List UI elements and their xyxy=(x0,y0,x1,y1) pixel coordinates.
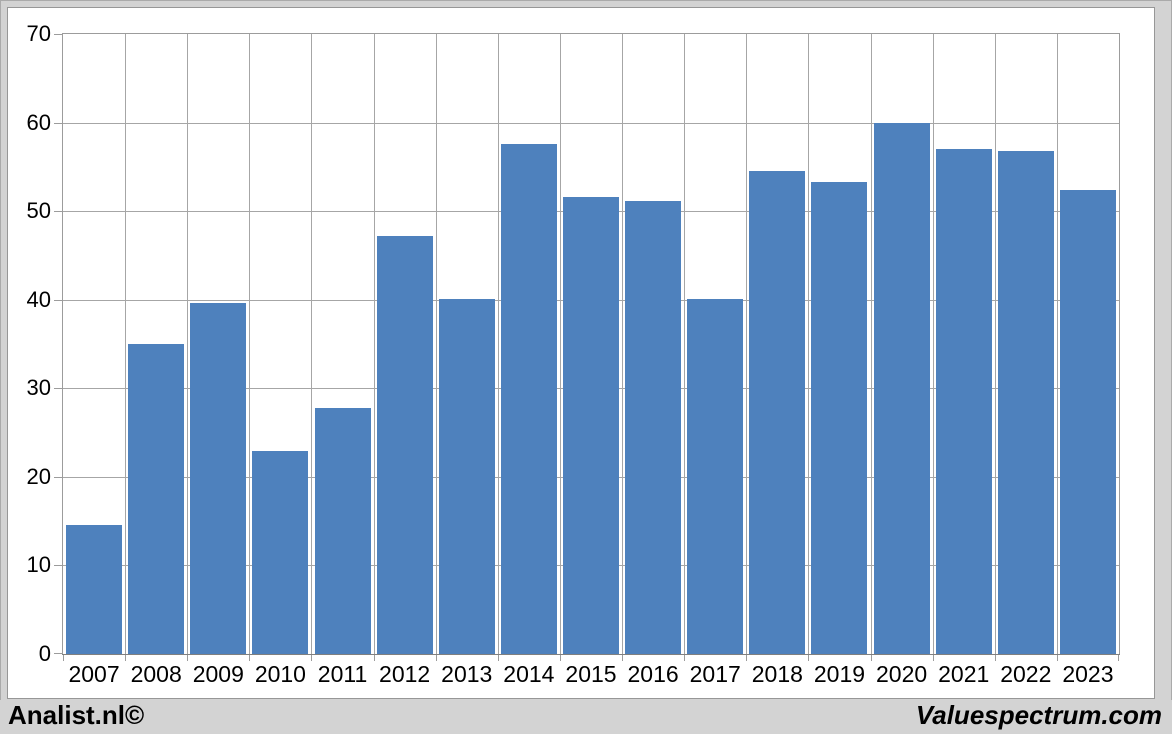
chart-panel: 0 10 20 30 40 50 60 70 2007 2008 2009 2010 2011 2012 2… xyxy=(7,7,1155,699)
y-tick-mark xyxy=(54,211,63,213)
y-axis-tick-label: 70 xyxy=(26,21,51,46)
x-gridline xyxy=(249,34,250,654)
x-axis-tick-label: 2017 xyxy=(689,661,741,687)
footer-band: Analist.nl© Valuespectrum.com xyxy=(0,700,1172,734)
bar-2007 xyxy=(66,524,123,654)
bar-2016 xyxy=(625,200,682,654)
bar-2009 xyxy=(190,303,247,654)
analist-credit: Analist.nl© xyxy=(8,699,145,730)
x-tick-mark xyxy=(498,654,499,661)
x-axis-tick-label: 2015 xyxy=(565,661,617,687)
plot-area: 0 10 20 30 40 50 60 70 2007 2008 2009 2010 2011 2012 2… xyxy=(27,23,1120,686)
y-axis-tick-label: 50 xyxy=(26,198,51,224)
x-tick-mark xyxy=(622,654,623,661)
bar-2013 xyxy=(438,298,495,654)
bar-2010 xyxy=(252,451,309,654)
x-axis-tick-label: 2016 xyxy=(627,661,679,687)
x-tick-mark xyxy=(63,654,64,661)
x-tick-mark xyxy=(187,654,188,661)
x-axis-line xyxy=(62,654,1120,655)
y-tick-mark xyxy=(54,565,63,567)
y-axis-tick-label: 20 xyxy=(26,463,51,489)
y-tick-mark xyxy=(54,122,63,124)
x-gridline xyxy=(871,34,872,654)
x-tick-mark xyxy=(560,654,561,661)
y-tick-mark xyxy=(54,653,63,654)
x-axis-tick-label: 2011 xyxy=(317,661,368,687)
x-gridline xyxy=(311,34,312,654)
bar-2008 xyxy=(128,344,185,654)
y-tick-mark xyxy=(54,34,63,35)
x-tick-mark xyxy=(808,654,809,661)
x-gridline xyxy=(995,34,996,654)
x-gridline xyxy=(436,34,437,654)
x-tick-mark xyxy=(684,654,685,661)
y-axis-tick-label: 60 xyxy=(26,109,51,135)
x-axis-tick-label: 2013 xyxy=(441,661,493,687)
valuespectrum-credit: Valuespectrum.com xyxy=(915,699,1162,730)
x-tick-mark xyxy=(1057,654,1058,661)
x-axis-tick-label: 2018 xyxy=(751,661,803,687)
bar-2012 xyxy=(376,235,433,654)
x-gridline xyxy=(622,34,623,654)
bar-2023 xyxy=(1059,189,1116,654)
x-tick-mark xyxy=(995,654,996,661)
y-tick-mark xyxy=(54,476,63,478)
x-gridline xyxy=(125,34,126,654)
bar-2021 xyxy=(935,149,992,654)
y-axis-tick-label: 40 xyxy=(26,286,51,312)
x-axis-tick-label: 2021 xyxy=(938,661,990,687)
x-axis-tick-label: 2023 xyxy=(1062,661,1114,687)
x-gridline xyxy=(374,34,375,654)
bar-2019 xyxy=(811,181,868,654)
x-tick-mark xyxy=(1118,654,1119,661)
bar-2015 xyxy=(563,196,619,654)
y-tick-mark xyxy=(54,388,63,390)
x-tick-mark xyxy=(746,654,747,661)
x-axis-tick-label: 2014 xyxy=(503,661,555,687)
bar-2020 xyxy=(873,122,930,654)
x-tick-mark xyxy=(436,654,437,661)
x-gridline xyxy=(560,34,561,654)
x-gridline xyxy=(684,34,685,654)
x-axis-tick-label: 2012 xyxy=(379,661,431,687)
y-axis-tick-label: 10 xyxy=(26,552,51,578)
bar-2022 xyxy=(997,150,1054,654)
y-axis-tick-label: 30 xyxy=(26,375,51,401)
bar-2014 xyxy=(500,143,557,654)
bar-2011 xyxy=(314,407,371,654)
x-gridline xyxy=(746,34,747,654)
x-tick-mark xyxy=(125,654,126,661)
x-gridline xyxy=(1057,34,1058,654)
x-gridline xyxy=(933,34,934,654)
x-axis-tick-label: 2019 xyxy=(813,661,866,687)
x-gridline xyxy=(187,34,188,654)
y-tick-mark xyxy=(54,299,63,301)
x-tick-mark xyxy=(374,654,375,661)
x-axis-tick-label: 2020 xyxy=(875,661,928,687)
x-axis-tick-label: 2022 xyxy=(1000,661,1052,687)
x-axis-tick-label: 2007 xyxy=(68,661,120,687)
x-tick-mark xyxy=(249,654,250,661)
x-tick-mark xyxy=(871,654,872,661)
y-axis-tick-label: 0 xyxy=(38,641,51,666)
x-gridline xyxy=(808,34,809,654)
bar-2017 xyxy=(687,298,744,654)
bar-2018 xyxy=(749,171,806,654)
x-axis-tick-label: 2010 xyxy=(254,661,306,687)
y-gridline xyxy=(63,122,1119,124)
x-gridline xyxy=(498,34,499,654)
x-axis-tick-label: 2008 xyxy=(130,661,182,687)
x-axis-tick-label: 2009 xyxy=(192,661,244,687)
x-tick-mark xyxy=(311,654,312,661)
x-tick-mark xyxy=(933,654,934,661)
